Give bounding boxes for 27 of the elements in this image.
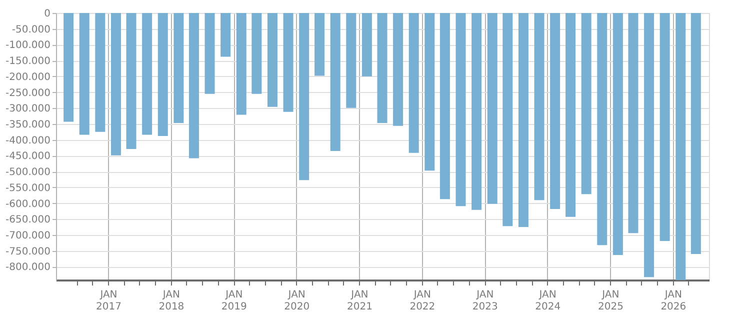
y-tick-label: -250.000	[6, 88, 50, 99]
x-tick-label: JAN 2017	[96, 290, 122, 312]
y-tick-label: -700.000	[6, 230, 50, 242]
x-tick-label: JAN 2025	[598, 290, 624, 312]
y-tick-label: -200.000	[6, 72, 50, 83]
y-tick-label: -750.000	[6, 246, 50, 258]
y-tick-label: -450.000	[6, 151, 50, 162]
y-tick-label: -400.000	[6, 135, 50, 146]
y-tick-label: 0	[44, 8, 50, 20]
y-tick-label: -500.000	[6, 167, 50, 178]
y-tick-label: -150.000	[6, 56, 50, 68]
y-tick-label: -50.000	[12, 24, 50, 36]
y-tick-label: -800.000	[6, 262, 50, 274]
x-tick-label: JAN 2020	[284, 290, 310, 312]
y-tick-label: -300.000	[6, 104, 50, 115]
y-tick-label: -550.000	[6, 182, 50, 194]
y-tick-label: -650.000	[6, 214, 50, 226]
x-tick-label: JAN 2024	[535, 290, 561, 312]
x-tick-label: JAN 2022	[410, 290, 436, 312]
x-tick-label: JAN 2018	[158, 290, 184, 312]
x-tick-label: JAN 2023	[472, 290, 498, 312]
x-tick-label: JAN 2026	[660, 290, 686, 312]
y-tick-label: -350.000	[6, 119, 50, 130]
y-tick-label: -100.000	[6, 40, 50, 52]
x-tick-label: JAN 2021	[346, 290, 372, 312]
x-tick-label: JAN 2019	[221, 290, 247, 312]
y-tick-label: -600.000	[6, 198, 50, 210]
